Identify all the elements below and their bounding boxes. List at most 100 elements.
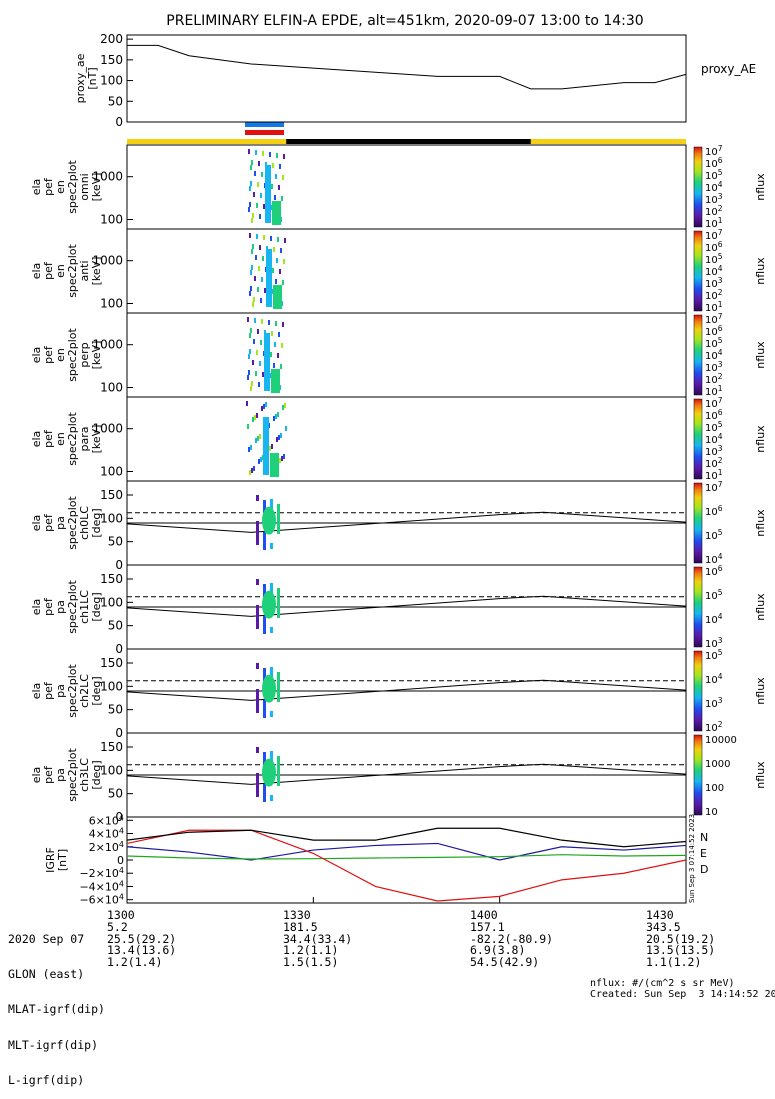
pa-pixel <box>256 707 259 713</box>
y-tick-label: 0 <box>115 726 123 740</box>
panel-frame <box>126 144 687 230</box>
spectrogram-pixel <box>278 332 280 337</box>
pa-pixel <box>277 690 280 696</box>
spectrogram-pixel <box>271 184 273 189</box>
footer-value: 1330 <box>283 908 311 922</box>
footer-value: 1430 <box>646 908 674 922</box>
colorbar-tick-label: 104 <box>705 552 723 566</box>
y-tick-label: 6×104 <box>89 813 124 827</box>
spectrogram-pixel <box>258 382 260 387</box>
spectrogram-pixel <box>276 437 278 442</box>
spectrogram-pixel <box>259 245 261 250</box>
spectrogram-core <box>266 249 272 307</box>
spectrogram-pixel <box>279 164 281 169</box>
y-tick-label: 50 <box>108 535 123 549</box>
colorbar <box>693 650 703 732</box>
pa-pixel <box>256 773 259 779</box>
nflux-units-note: nflux: #/(cm^2 s sr MeV) <box>590 978 735 989</box>
spectrogram-pixel <box>283 259 285 264</box>
colorbar-tick-label: 101 <box>705 216 723 230</box>
loss-cone-line <box>126 595 687 617</box>
igrf-E-line <box>126 854 687 860</box>
y-axis-label: IGRF[nT] <box>44 847 69 873</box>
colorbar-label: nflux <box>754 341 767 369</box>
pa-pixel <box>263 784 266 790</box>
pa-core <box>262 674 276 703</box>
spectrogram-pixel <box>262 151 264 156</box>
pa-pixel <box>270 795 273 801</box>
colorbar-tick-label: 105 <box>705 252 723 266</box>
spectrogram-pixel <box>260 298 262 303</box>
pa-pixel <box>263 584 266 590</box>
pa-pixel <box>256 527 259 533</box>
spectrogram-pixel <box>250 445 252 450</box>
colorbar-tick-label: 106 <box>705 324 723 338</box>
footer-value: 1.1(1.2) <box>646 955 702 970</box>
spectrogram-pixel <box>250 286 252 291</box>
spectrogram-pixel <box>280 364 282 369</box>
spectrogram-pixel <box>256 413 258 418</box>
pa-pixel <box>256 521 259 527</box>
pa-pixel <box>277 678 280 684</box>
eclipse-bar <box>286 139 531 144</box>
pa-pixel <box>270 751 273 757</box>
science-zone-marker-bottom <box>245 130 284 135</box>
spectrogram-pixel <box>250 270 252 275</box>
pa-pixel <box>270 583 273 589</box>
colorbar-tick-label: 10000 <box>705 735 737 746</box>
colorbar-tick-label: 106 <box>705 504 723 518</box>
spectrogram-pixel <box>277 412 279 417</box>
figure-title: PRELIMINARY ELFIN-A EPDE, alt=451km, 202… <box>166 13 643 29</box>
spectrogram-pixel <box>264 288 266 293</box>
colorbar-label: nflux <box>754 761 767 789</box>
y-tick-label: 100 <box>100 74 123 88</box>
y-tick-label: 100 <box>100 297 123 311</box>
panel-5: elapefpaspec2plotch0LC[deg] 107 106 105 104 n… <box>30 480 767 572</box>
panel-3: elapefenspec2plotperp[keV]10710610510410… <box>30 312 767 398</box>
spectrogram-pixel <box>263 404 265 409</box>
spectrogram-pixel <box>275 279 277 284</box>
colorbar-tick-label: 107 <box>705 480 723 494</box>
colorbar-tick-label: 103 <box>705 636 723 650</box>
spectrogram-pixel <box>282 322 284 327</box>
spectrogram-pixel <box>277 237 279 242</box>
spectrogram-pixel <box>281 456 283 461</box>
spectrogram-high <box>271 369 280 393</box>
spectrogram-pixel <box>265 162 267 167</box>
spectrogram-pixel <box>277 353 279 358</box>
spectrogram-pixel <box>274 195 276 200</box>
spectrogram-pixel <box>251 381 253 386</box>
pa-pixel <box>263 538 266 544</box>
colorbar-tick-label: 100 <box>705 783 724 794</box>
pa-pixel <box>263 544 266 550</box>
spectrogram-pixel <box>250 328 252 333</box>
spectrogram-pixel <box>251 265 253 270</box>
pa-pixel <box>256 533 259 539</box>
pa-pixel <box>263 752 266 758</box>
run-date-note: Sun Sep 3 07:14:52 2023 <box>688 814 696 903</box>
status-bars <box>127 122 686 144</box>
spectrogram-pixel <box>253 192 255 197</box>
spectrogram-pixel <box>247 317 249 322</box>
spectrogram-pixel <box>249 349 251 354</box>
y-tick-label: 4×104 <box>89 827 124 841</box>
spectrogram-pixel <box>271 331 273 336</box>
spectrogram-pixel <box>255 438 257 443</box>
spectrogram-pixel <box>282 175 284 180</box>
panel-2: elapefenspec2plotanti[keV]10710610510410… <box>30 228 767 314</box>
spectrogram-pixel <box>260 340 262 345</box>
colorbar-tick-label: 105 <box>705 528 723 542</box>
spectrogram-pixel <box>261 277 263 282</box>
spectrogram-pixel <box>255 150 257 155</box>
legend-D: D <box>700 863 708 876</box>
pa-pixel <box>270 499 273 505</box>
colorbar-tick-label: 106 <box>705 564 723 578</box>
panel-frame <box>126 396 687 482</box>
y-tick-label: 150 <box>100 740 123 754</box>
pa-pixel <box>256 495 259 501</box>
spectrogram-pixel <box>257 329 259 334</box>
y-tick-label: 1000 <box>92 170 123 184</box>
y-tick-label: −4×104 <box>79 879 124 893</box>
y-tick-label: 0 <box>115 115 123 129</box>
pa-pixel <box>256 663 259 669</box>
